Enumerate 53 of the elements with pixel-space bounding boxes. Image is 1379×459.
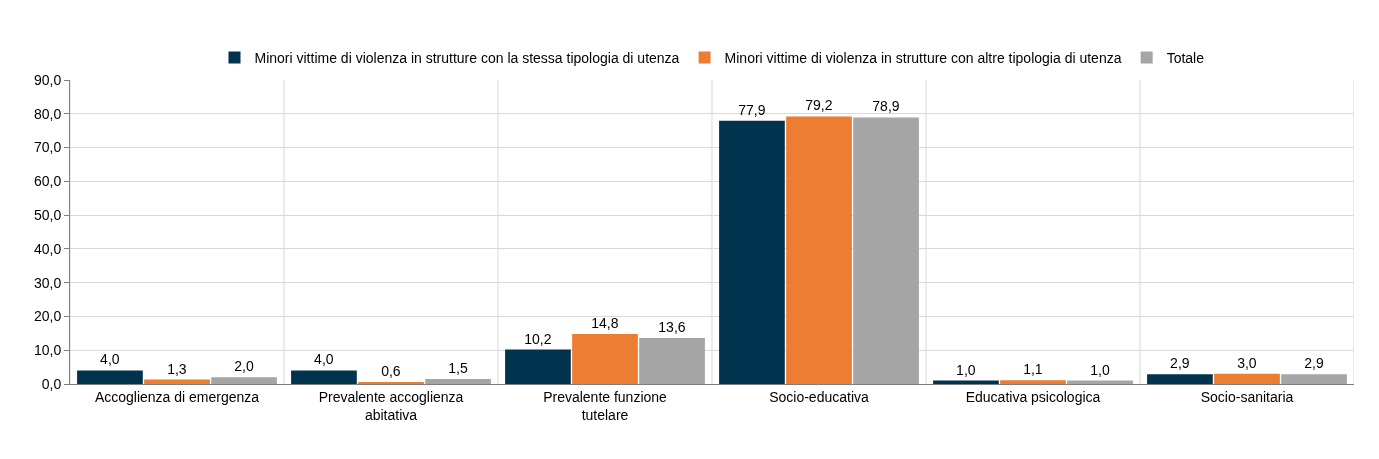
data-label: 2,9 [1170,355,1190,372]
data-label: 13,6 [658,319,686,336]
bar [572,334,638,384]
y-tick-label: 60,0 [33,173,62,190]
bar [1214,373,1280,384]
bar [719,120,785,384]
data-label: 2,0 [234,358,254,375]
legend-label: Totale [1166,49,1205,66]
bar [1000,380,1066,384]
data-label: 10,2 [524,330,552,347]
bar [211,377,277,384]
y-tick-label: 50,0 [33,207,62,224]
bar [639,338,705,384]
data-label: 3,0 [1237,354,1257,371]
y-tick-label: 0,0 [41,375,62,392]
data-label: 2,9 [1304,355,1324,372]
data-label: 1,5 [448,359,468,376]
data-label: 4,0 [100,351,120,368]
y-tick-label: 10,0 [33,342,62,359]
bar [425,378,491,384]
bar [1147,374,1213,384]
y-tick-label: 70,0 [33,139,62,156]
bar [358,381,424,384]
y-tick-label: 20,0 [33,308,62,325]
data-label: 1,0 [1090,361,1110,378]
bar [786,116,852,384]
x-tick-label: Socio-educativa [769,388,870,405]
x-tick-label: Educativa psicologica [965,388,1101,405]
data-label: 14,8 [591,315,619,332]
bar [291,370,357,384]
y-tick-label: 30,0 [33,274,62,291]
bar [505,349,571,384]
data-label: 77,9 [738,101,766,118]
x-tick-label: Prevalente funzione tutelare [543,388,668,423]
data-label: 0,6 [381,362,401,379]
bar [144,379,210,384]
data-label: 4,0 [314,351,334,368]
data-label: 1,3 [167,360,187,377]
x-tick-label: Prevalente accoglienza abitativa [318,388,464,423]
x-tick-label: Accoglienza di emergenza [94,388,260,405]
data-label: 78,9 [872,98,900,115]
bar [853,117,919,384]
y-tick-label: 90,0 [33,71,62,88]
y-tick-label: 40,0 [33,240,62,257]
data-label: 1,1 [1023,361,1043,378]
x-tick-label: Socio-sanitaria [1200,388,1294,405]
data-label: 79,2 [805,97,833,114]
legend-label: Minori vittime di violenza in strutture con altre tipologia di utenza [724,49,1122,66]
legend-label: Minori vittime di violenza in strutture con la stessa tipologia di utenza [254,49,680,66]
bar [77,370,143,384]
y-tick-label: 80,0 [33,105,62,122]
data-label: 1,0 [956,361,976,378]
bar [1281,374,1347,384]
